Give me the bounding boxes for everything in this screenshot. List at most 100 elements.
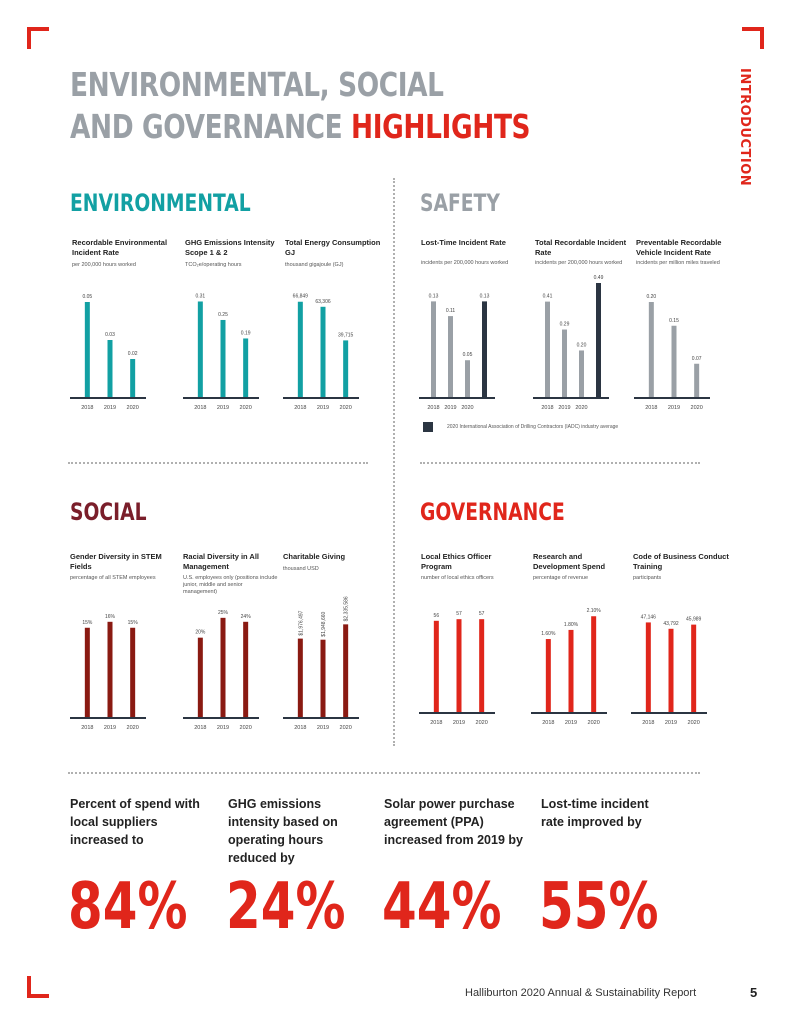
legend-swatch-iadc xyxy=(423,422,433,432)
data-label: 0.02 xyxy=(128,351,138,357)
tick-label: 2020 xyxy=(588,720,600,726)
tick-label: 2018 xyxy=(542,720,554,726)
data-label: 0.13 xyxy=(429,293,439,299)
data-label: 39,715 xyxy=(338,332,354,338)
bar-2020 xyxy=(130,359,136,397)
tick-label: 2018 xyxy=(642,720,654,726)
page-title: ENVIRONMENTAL, SOCIAL AND GOVERNANCE HIG… xyxy=(70,64,531,148)
bar-2019 xyxy=(320,306,326,397)
kpi-value-local-suppliers: 84% xyxy=(68,870,188,944)
title-line-2: AND GOVERNANCE xyxy=(70,107,352,146)
tick-label: 2020 xyxy=(688,720,700,726)
chart-title-giving: Charitable Giving xyxy=(283,552,346,561)
chart-ghg-intensity: 0.31 2018 0.25 2019 0.19 2020 xyxy=(183,293,259,411)
introduction-tab[interactable]: INTRODUCTION xyxy=(737,68,757,186)
data-label: 57 xyxy=(456,611,462,617)
data-label: $2,335,586 xyxy=(344,596,350,621)
tick-label: 2019 xyxy=(104,405,116,411)
tick-label: 2018 xyxy=(430,720,442,726)
data-label: 43,792 xyxy=(663,621,679,627)
tick-label: 2018 xyxy=(294,725,306,731)
tick-label: 2018 xyxy=(194,725,206,731)
chart-title-racial: Racial Diversity in All Management xyxy=(183,552,260,571)
bar-2020 xyxy=(243,338,249,397)
data-label: 15% xyxy=(82,620,93,626)
chart-subtitle-conduct: participants xyxy=(633,575,662,581)
tick-label: 2018 xyxy=(645,405,657,411)
tick-label: 2018 xyxy=(81,405,93,411)
tick-label: 2018 xyxy=(194,405,206,411)
bar-2018 xyxy=(297,638,303,717)
bar-2019 xyxy=(320,639,326,717)
tick-label: 2020 xyxy=(340,405,352,411)
data-label: 0.25 xyxy=(218,312,228,318)
bar-2019 xyxy=(220,319,226,397)
data-label: 0.20 xyxy=(646,294,656,300)
chart-energy: 66,849 2018 63,306 2019 39,715 2020 xyxy=(283,294,359,411)
bar-2020 xyxy=(591,616,597,712)
kpi-value-lti: 55% xyxy=(539,870,659,944)
bar-2019 xyxy=(562,329,567,397)
tick-label: 2020 xyxy=(691,405,703,411)
data-label: $1,976,497 xyxy=(298,610,304,635)
bar-2020 xyxy=(579,350,584,397)
data-label: 2.10% xyxy=(587,608,602,614)
chart-conduct: 47,146 2018 43,792 2019 45,989 2020 xyxy=(631,614,707,726)
data-label: 0.29 xyxy=(560,322,570,328)
legend-text-iadc: 2020 International Association of Drilli… xyxy=(447,424,619,430)
chart-subtitle-giving: thousand USD xyxy=(283,566,319,572)
chart-lti: 0.13 2018 0.11 2019 0.05 2020 0.13 xyxy=(419,293,495,411)
kpi-value-solar: 44% xyxy=(382,870,502,944)
bar-benchmark xyxy=(596,283,601,397)
corner-mark-top-right xyxy=(742,27,764,49)
safety-heading: SAFETY xyxy=(420,189,500,217)
chart-subtitle-trir: incidents per 200,000 hours worked xyxy=(535,260,623,266)
environmental-heading: ENVIRONMENTAL xyxy=(70,189,251,217)
tick-label: 2019 xyxy=(565,720,577,726)
bar-2020 xyxy=(130,627,136,717)
tick-label: 2018 xyxy=(294,405,306,411)
chart-title-gender: Gender Diversity in STEM Fields xyxy=(70,552,162,571)
bar-2019 xyxy=(107,340,113,397)
chart-gender: 15% 2018 16% 2019 15% 2020 xyxy=(70,614,146,731)
chart-title-ghg-intensity: GHG Emissions Intensity Scope 1 & 2 xyxy=(185,238,275,257)
bar-2020 xyxy=(691,624,697,712)
bar-2018 xyxy=(545,639,551,712)
tick-label: 2020 xyxy=(476,720,488,726)
bar-2018 xyxy=(197,637,203,717)
bar-2020 xyxy=(343,624,349,717)
bar-2019 xyxy=(220,617,226,717)
bar-2019 xyxy=(671,325,677,397)
chart-rnd: 1.60% 2018 1.80% 2019 2.10% 2020 xyxy=(531,608,607,726)
divider-bottom xyxy=(68,772,700,774)
divider-safety xyxy=(420,462,700,464)
chart-title-ethics: Local Ethics Officer Program xyxy=(421,552,492,571)
data-label: 25% xyxy=(218,610,229,616)
chart-subtitle-env-incident: per 200,000 hours worked xyxy=(72,262,136,268)
kpi-text-ghg: GHG emissions intensity based on operati… xyxy=(228,797,338,865)
tick-label: 2018 xyxy=(81,725,93,731)
bar-benchmark xyxy=(482,301,487,397)
kpi-text-local-suppliers: Percent of spend with local suppliers in… xyxy=(70,797,200,847)
data-label: 0.20 xyxy=(577,342,587,348)
bar-2019 xyxy=(107,621,113,717)
kpi-text-lti: Lost-time incident rate improved by xyxy=(541,797,649,829)
governance-heading: GOVERNANCE xyxy=(420,498,565,526)
data-label: $1,948,660 xyxy=(321,611,327,636)
corner-mark-top-left xyxy=(27,27,49,49)
chart-subtitle-energy: thousand gigajoule (GJ) xyxy=(285,262,344,268)
data-label: 0.19 xyxy=(241,330,251,336)
bar-2018 xyxy=(297,301,303,397)
tick-label: 2020 xyxy=(240,405,252,411)
bar-2020 xyxy=(343,340,349,397)
tick-label: 2019 xyxy=(444,405,456,411)
data-label: 1.80% xyxy=(564,622,579,628)
chart-racial: 20% 2018 25% 2019 24% 2020 xyxy=(183,610,259,731)
data-label: 16% xyxy=(105,614,116,620)
bar-2019 xyxy=(456,619,462,712)
chart-title-conduct: Code of Business Conduct Training xyxy=(633,552,729,571)
data-label: 15% xyxy=(128,620,139,626)
data-label: 63,306 xyxy=(315,299,331,305)
chart-ethics: 56 2018 57 2019 57 2020 xyxy=(419,611,495,726)
bar-2020 xyxy=(465,360,470,397)
